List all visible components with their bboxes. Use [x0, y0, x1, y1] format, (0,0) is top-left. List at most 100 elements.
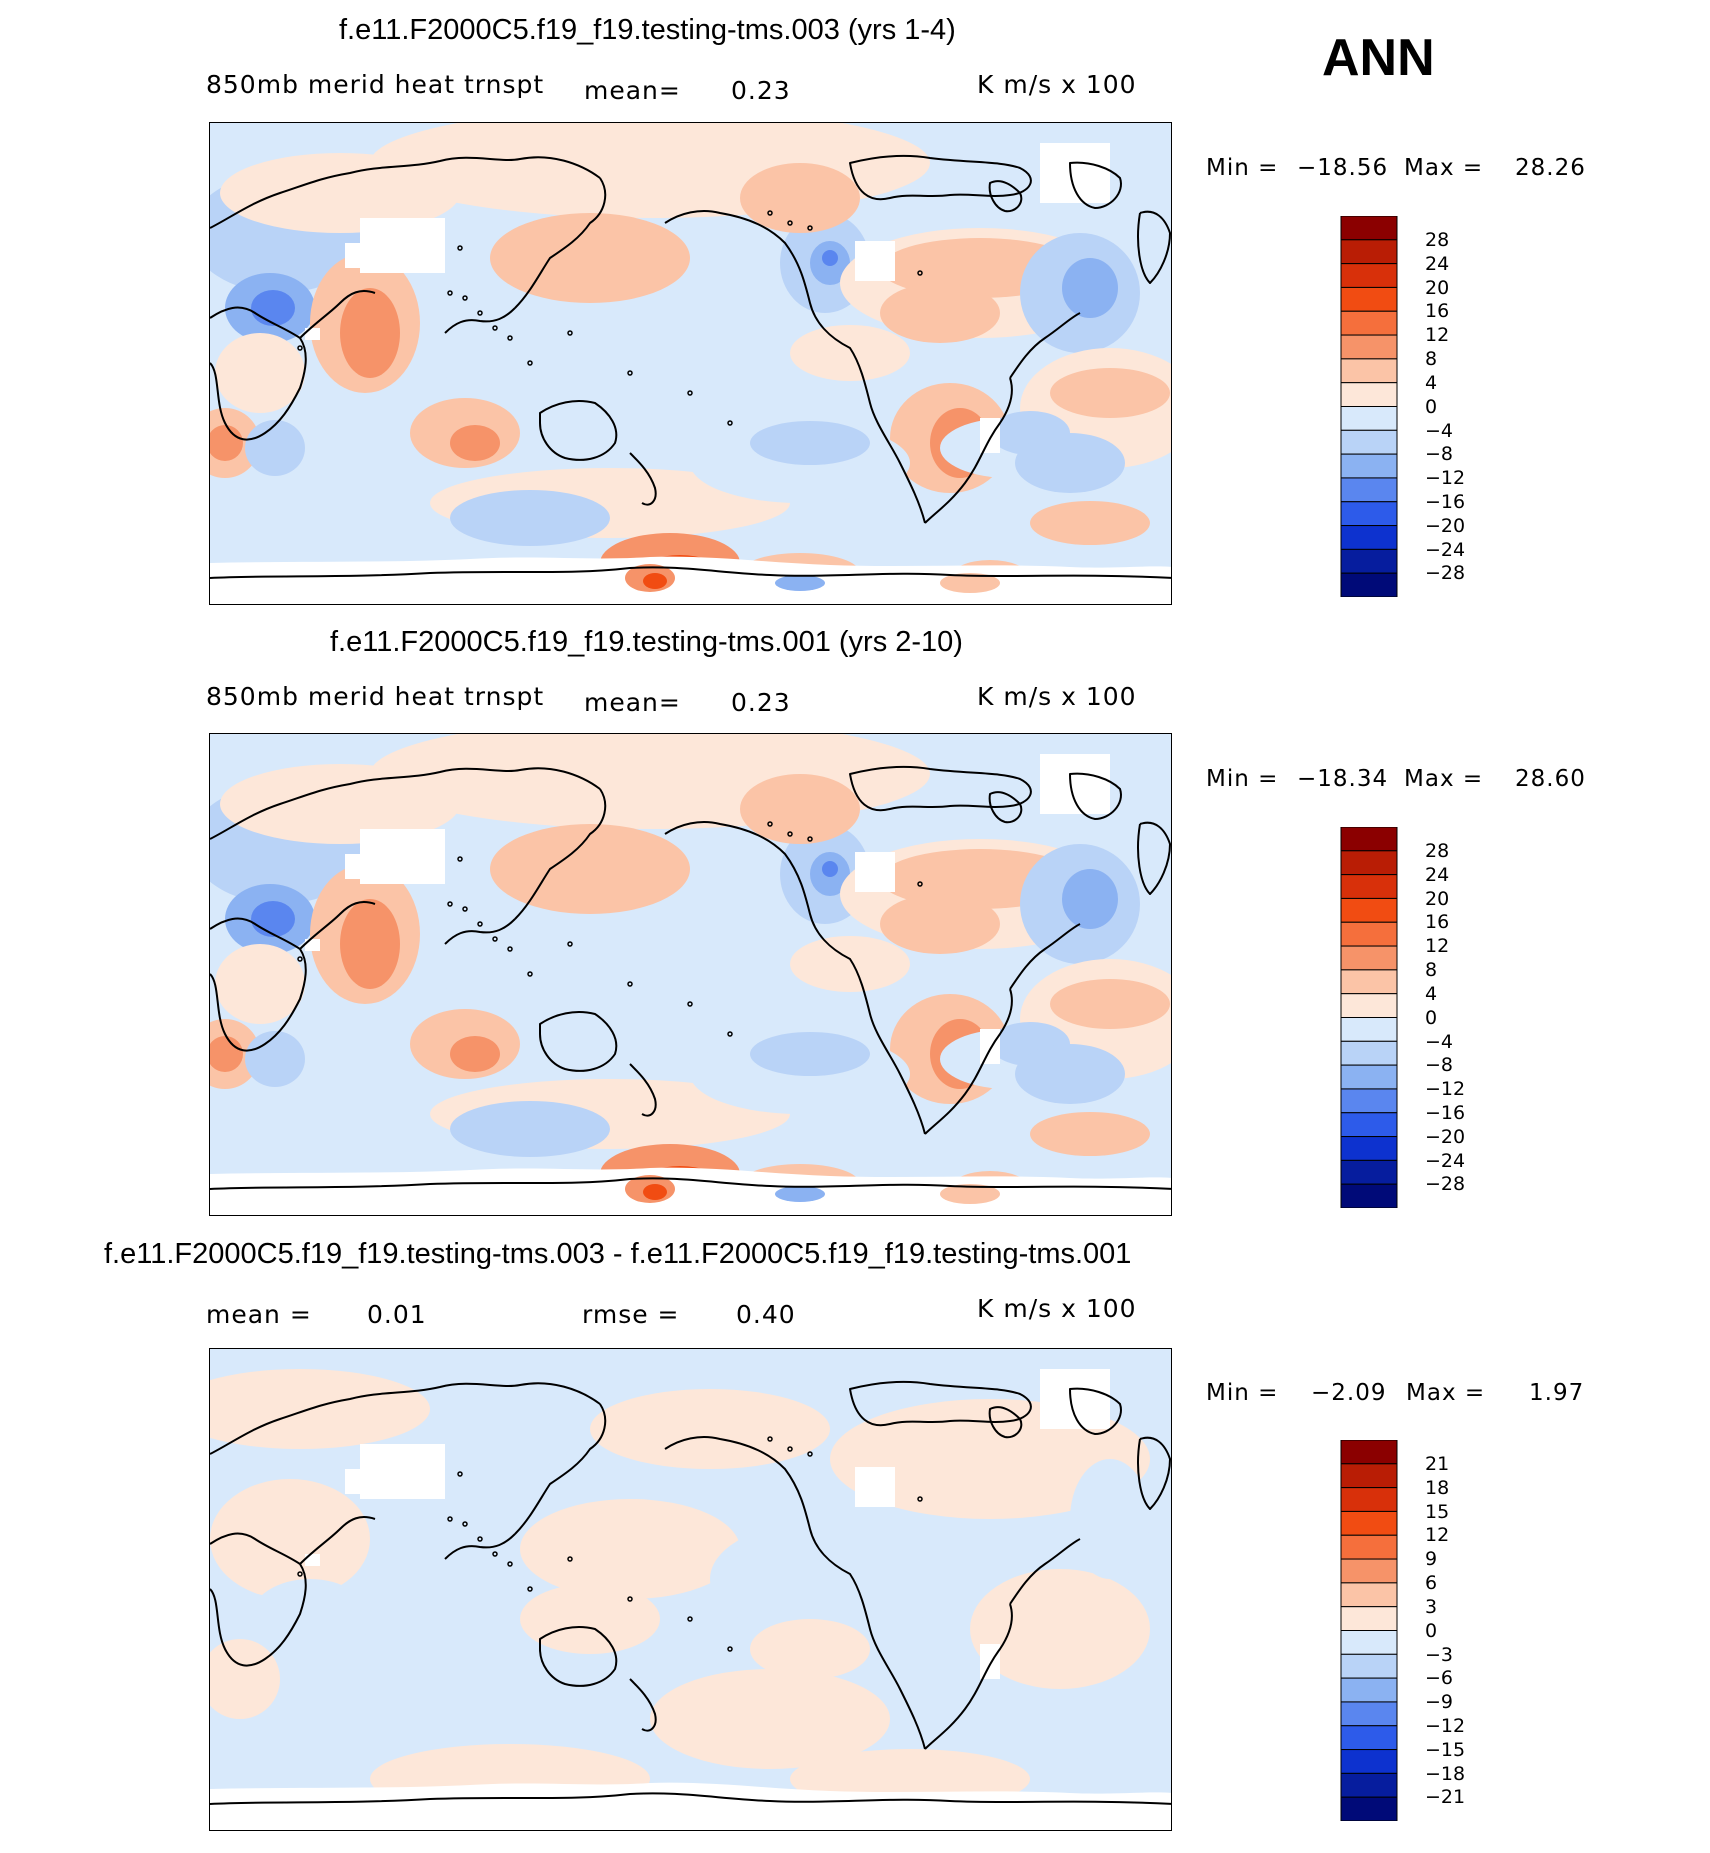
- island: [527, 971, 533, 977]
- field-contour: [210, 1036, 243, 1072]
- island: [527, 360, 533, 366]
- coastline: [444, 307, 516, 334]
- coastline: [924, 1603, 1013, 1750]
- field-contour: [430, 924, 590, 1004]
- field-contour: [220, 153, 460, 233]
- panel-2-min-label: Min =: [1206, 766, 1279, 792]
- colorbar-box: [1340, 1064, 1398, 1090]
- panel-1-min-value: −18.56: [1297, 155, 1389, 181]
- colorbar-tick-label: −20: [1425, 514, 1466, 537]
- island: [527, 1586, 533, 1592]
- field-contour: [710, 1519, 950, 1639]
- colorbar-box: [1340, 1112, 1398, 1138]
- colorbar-box: [1340, 1534, 1398, 1560]
- coastline: [849, 765, 1032, 812]
- field-contour: [215, 333, 305, 413]
- colorbar-tick-label: 4: [1425, 371, 1438, 394]
- missing-data-mask: [345, 243, 375, 268]
- panel-2-map: [209, 733, 1172, 1216]
- field-contour: [245, 1031, 305, 1087]
- colorbar-box: [1340, 216, 1398, 241]
- coastline: [210, 566, 1171, 579]
- coastline: [539, 400, 618, 461]
- panel-1-mean-label: mean=: [584, 76, 681, 105]
- coastline: [514, 177, 607, 309]
- coastline: [988, 180, 1023, 213]
- colorbar-tick-label: −16: [1425, 1101, 1466, 1124]
- panel-3-rmse-label: rmse =: [582, 1300, 680, 1329]
- field-contour: [210, 425, 243, 461]
- field-contour: [250, 1579, 370, 1659]
- coastline: [514, 788, 607, 920]
- colorbar-box: [1340, 1487, 1398, 1512]
- panel-3-max-value: 1.97: [1529, 1380, 1585, 1406]
- colorbar-box: [1340, 1701, 1398, 1727]
- colorbar-box: [1340, 406, 1398, 431]
- island: [917, 270, 923, 276]
- coastline: [539, 1626, 618, 1687]
- colorbar-tick-label: −12: [1425, 1078, 1466, 1101]
- island: [767, 821, 773, 827]
- coastline: [210, 1382, 601, 1455]
- missing-data-mask: [855, 241, 895, 281]
- colorbar-box: [1340, 1558, 1398, 1584]
- island: [687, 1001, 693, 1007]
- field-contour: [880, 894, 1000, 954]
- island: [627, 981, 633, 987]
- coastline: [629, 1063, 657, 1117]
- island: [462, 295, 468, 301]
- antarctica-mask: [210, 1167, 1171, 1215]
- island: [767, 210, 773, 216]
- panel-1-map: [209, 122, 1172, 605]
- coastline: [299, 901, 376, 950]
- panel-2-map-field: [210, 734, 1171, 1215]
- colorbar-box: [1340, 1440, 1398, 1465]
- coastline: [1137, 210, 1171, 284]
- coastline: [299, 290, 376, 339]
- colorbar-box: [1340, 993, 1398, 1019]
- coastline: [849, 1380, 1032, 1427]
- panel-2-colorbar: [1340, 827, 1398, 1208]
- colorbar-box: [1340, 1136, 1398, 1161]
- field-contour: [251, 901, 295, 937]
- island: [507, 946, 513, 952]
- season-label: ANN: [1322, 29, 1435, 87]
- field-contour: [750, 1032, 870, 1076]
- coastline: [629, 452, 657, 506]
- panel-2-max-value: 28.60: [1515, 766, 1586, 792]
- panel-3-colorbar: [1340, 1440, 1398, 1821]
- colorbar-box: [1340, 477, 1398, 503]
- field-contour: [251, 290, 295, 326]
- panel-1-min-label: Min =: [1206, 155, 1279, 181]
- colorbar-box: [1340, 453, 1398, 479]
- coastline: [1069, 772, 1122, 820]
- coastline: [924, 988, 1013, 1135]
- colorbar-tick-label: 18: [1425, 1476, 1450, 1499]
- colorbar-box: [1340, 945, 1398, 971]
- colorbar-tick-label: −12: [1425, 467, 1466, 490]
- island: [492, 1551, 498, 1557]
- field-contour: [1050, 368, 1170, 418]
- panel-3-title: f.e11.F2000C5.f19_f19.testing-tms.003 - …: [104, 1238, 1132, 1270]
- panel-3-mean-label: mean =: [206, 1300, 312, 1329]
- colorbar-box: [1340, 1772, 1398, 1798]
- field-contour: [520, 1499, 740, 1599]
- coastline: [664, 821, 926, 1135]
- coastline: [664, 1436, 926, 1750]
- field-contour: [340, 899, 400, 989]
- field-contour: [210, 1369, 430, 1449]
- colorbar-tick-label: 28: [1425, 229, 1450, 251]
- colorbar-box: [1340, 1510, 1398, 1536]
- field-contour: [240, 1659, 480, 1759]
- island: [687, 1616, 693, 1622]
- field-contour: [1015, 1044, 1125, 1104]
- island: [767, 1436, 773, 1442]
- field-contour: [490, 824, 690, 914]
- colorbar-box: [1340, 1796, 1398, 1821]
- island: [627, 1596, 633, 1602]
- island: [447, 290, 453, 296]
- panel-1-max-value: 28.26: [1515, 155, 1586, 181]
- island: [567, 330, 573, 336]
- colorbar-box: [1340, 310, 1398, 336]
- colorbar-box: [1340, 921, 1398, 947]
